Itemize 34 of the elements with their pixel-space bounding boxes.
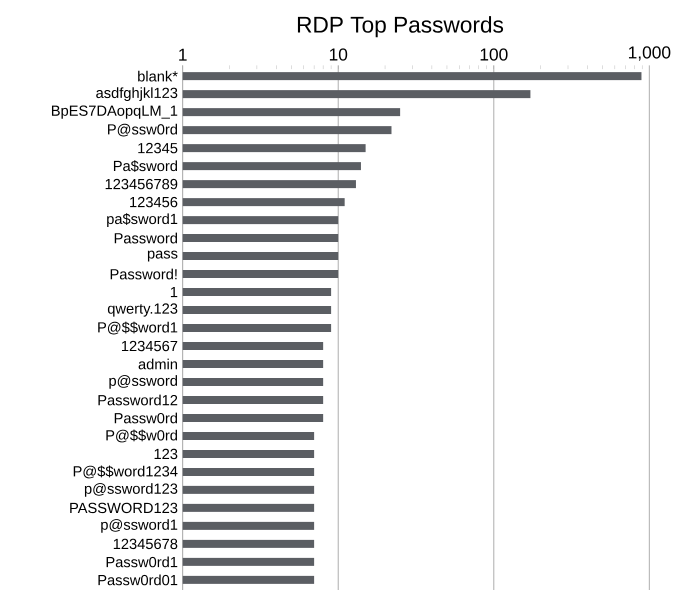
y-tick-label: Password! (110, 268, 177, 280)
chart-title: RDP Top Passwords (298, 16, 504, 38)
y-tick-label: 12345678 (114, 538, 178, 550)
y-tick-label: BpES7DAopqLM_1 (52, 105, 178, 119)
y-tick-label: 123456 (130, 196, 178, 208)
x-tick-label: 10 (330, 48, 348, 61)
y-tick-label: Passw0rd1 (106, 556, 178, 568)
y-tick-label: p@ssword (109, 375, 178, 389)
y-tick-label: P@$$w0rd (106, 430, 178, 442)
y-tick-label: p@ssword123 (84, 483, 178, 497)
y-tick-label: Pa$sword (114, 160, 178, 172)
y-tick-label: Passw0rd (114, 412, 178, 424)
y-tick-label: Password12 (98, 394, 178, 406)
y-tick-label: pa$sword1 (107, 213, 178, 228)
y-tick-label: pass (148, 250, 178, 262)
x-tick-label: 1,000 (628, 46, 670, 61)
y-tick-label: qwerty.123 (108, 303, 178, 317)
y-tick-label: p@ssword1 (101, 519, 178, 533)
y-tick-label: P@$$word1 (98, 322, 178, 334)
y-tick-label: 123456789 (106, 178, 178, 190)
y-tick-label: 123 (154, 448, 178, 460)
y-tick-label: Password (114, 232, 178, 244)
y-tick-label: 1 (170, 286, 178, 298)
y-tick-label: 12345 (138, 142, 178, 154)
y-tick-label: admin (138, 358, 177, 370)
x-tick-label: 1 (179, 48, 187, 61)
y-tick-label: P@ssw0rd (108, 124, 178, 136)
y-tick-label: PASSWORD123 (70, 502, 178, 514)
x-tick-label: 100 (480, 48, 508, 61)
y-tick-label: P@$$word1234 (74, 466, 178, 478)
y-tick-label: Passw0rd01 (98, 574, 178, 586)
y-tick-label: blank* (138, 70, 178, 82)
y-tick-label: asdfghjkl123 (96, 87, 178, 101)
y-tick-label: 1234567 (122, 340, 178, 352)
